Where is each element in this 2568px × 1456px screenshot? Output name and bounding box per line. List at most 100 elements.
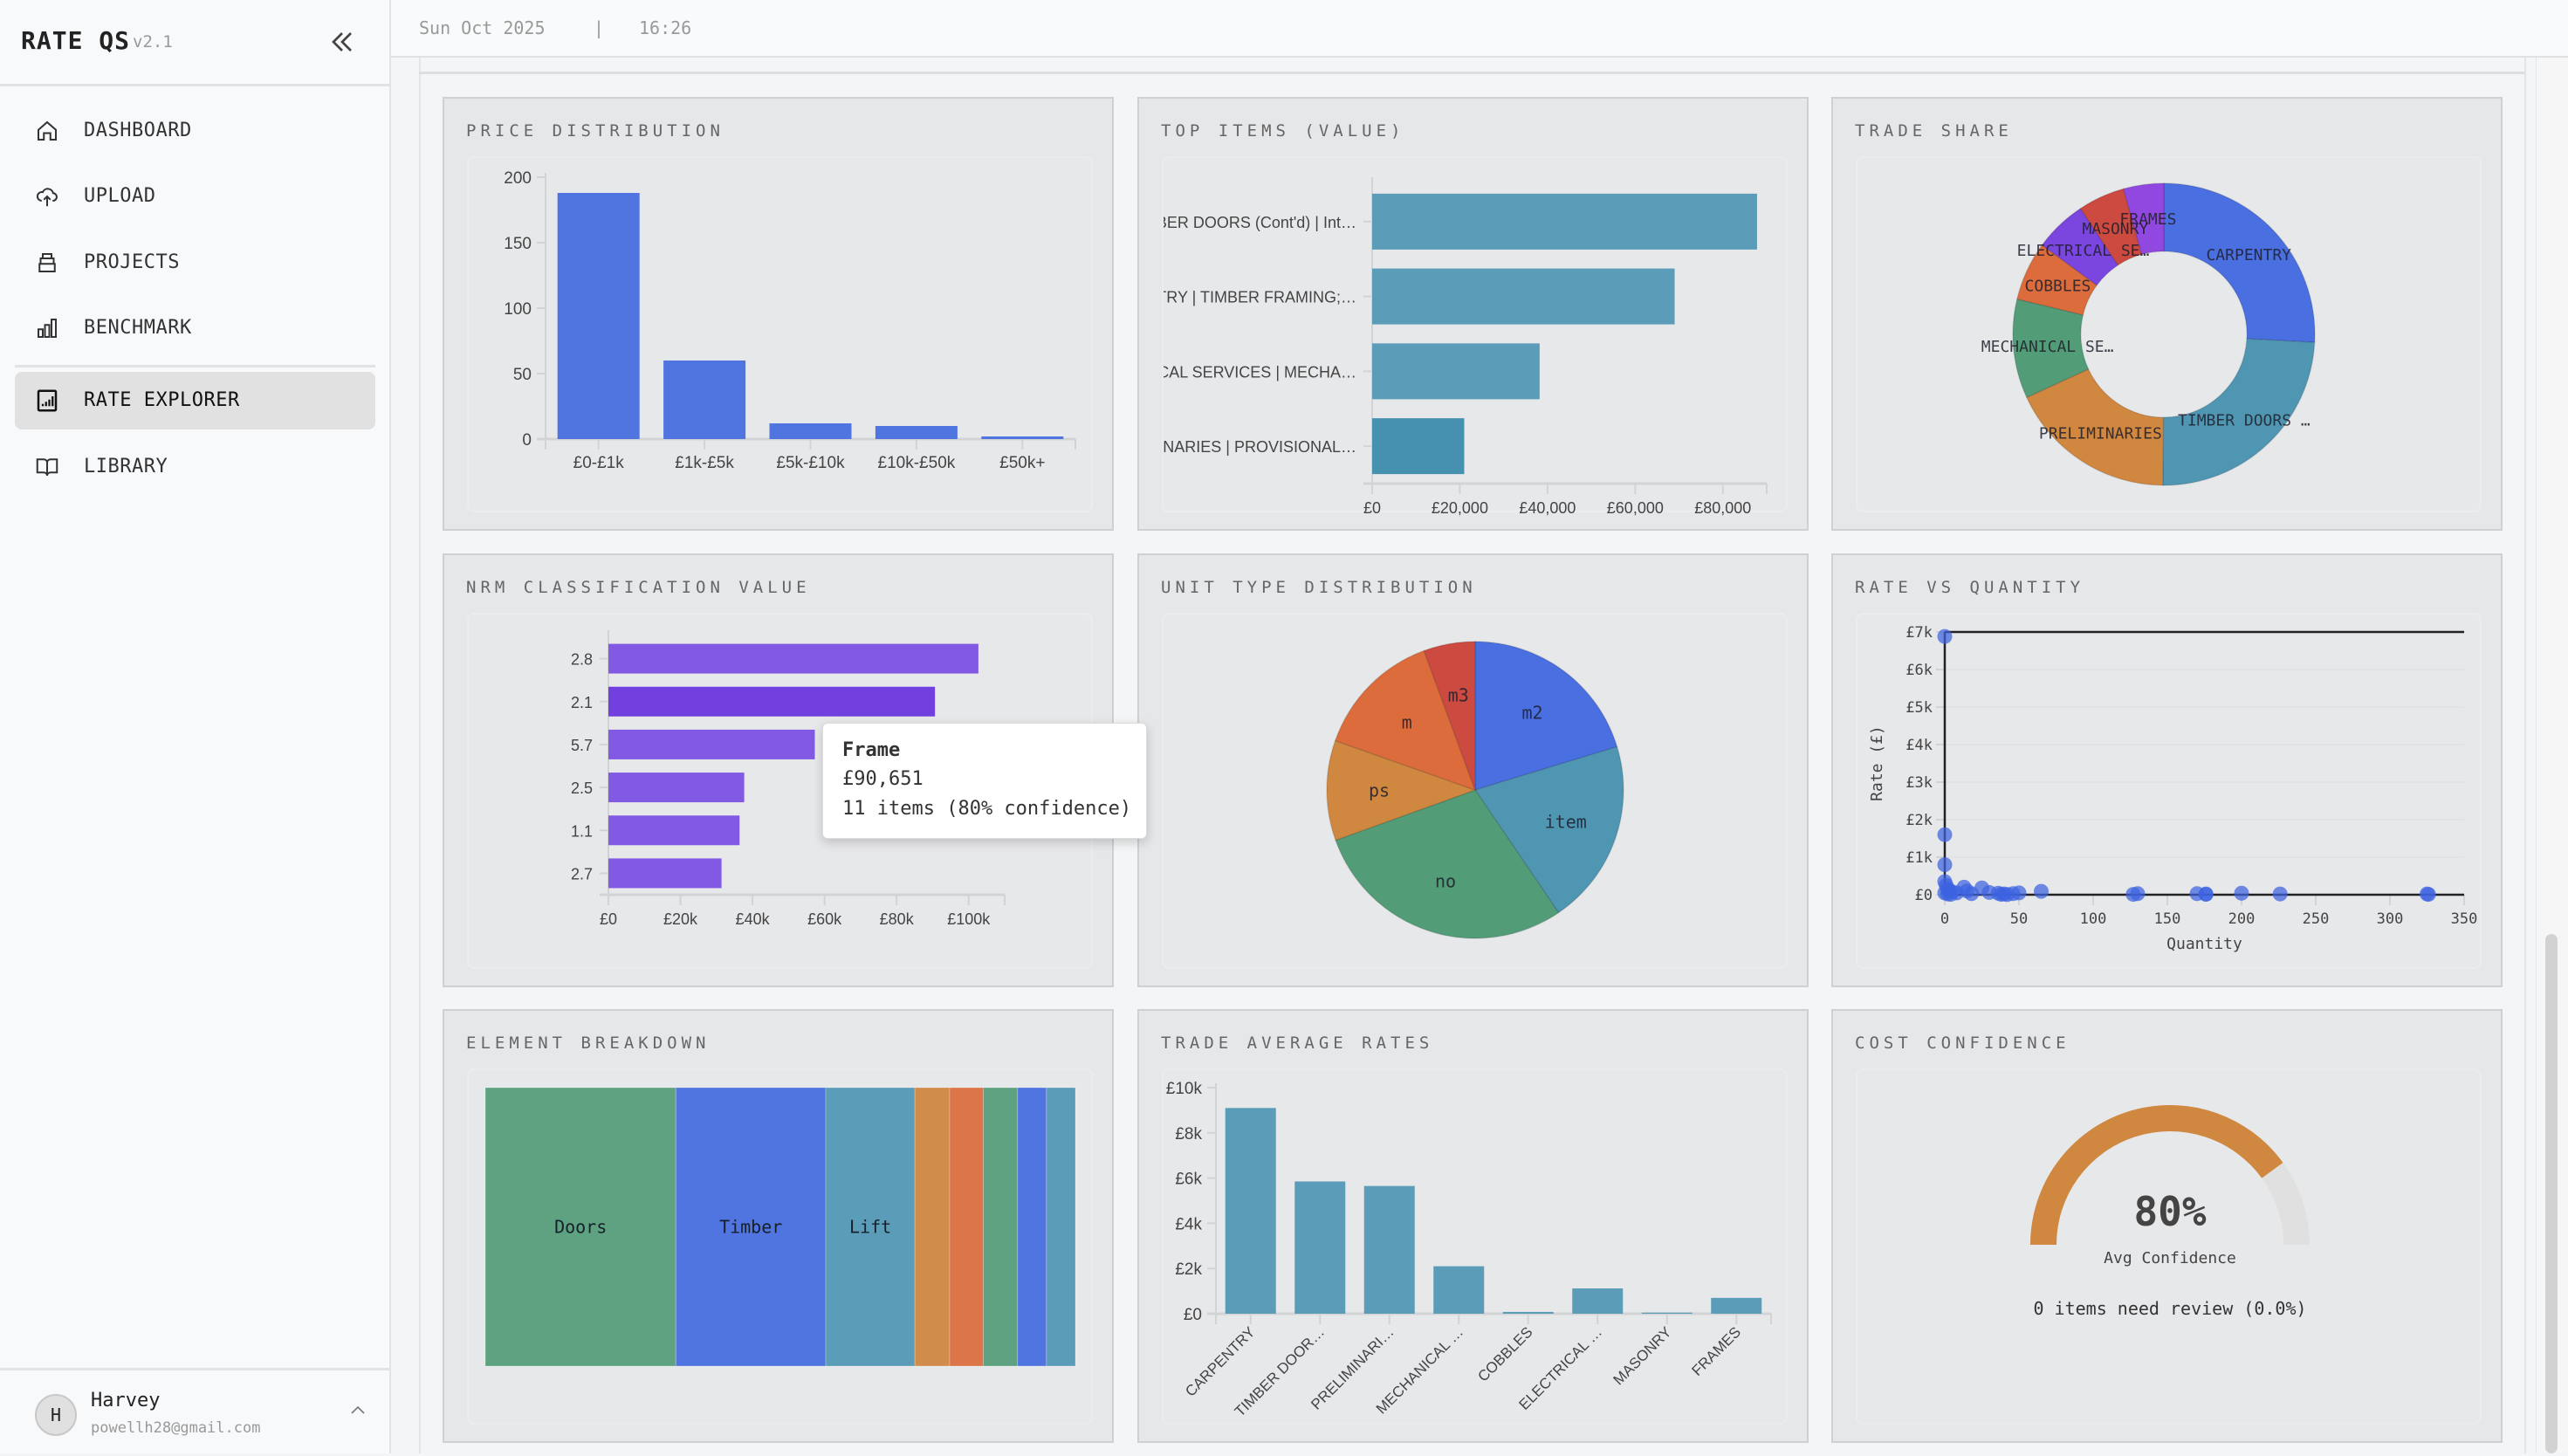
x-tick-label: £40k [736,910,771,928]
treemap-cell [949,1087,985,1367]
slice-label: ELECTRICAL SE… [2017,242,2150,260]
slice [2122,182,2165,256]
bar [769,423,852,439]
scatter-point [2198,886,2214,902]
y-tick-label: BER DOORS (Cont'd) | Int… [1157,214,1356,231]
x-tick-label: COBBLES [1474,1323,1535,1384]
slice [1474,641,1618,792]
sidebar-item-upload[interactable]: UPLOAD [15,168,375,225]
slice [1334,649,1477,792]
bar [1711,1297,1762,1314]
x-tick-label: £5k-£10k [776,454,845,472]
chart-svg: £0 £20,000 £40,000 £60,000 £80,000 BER DOORS … [1157,177,1768,517]
card-top-items-value: TOP ITEMS (VALUE) £0 £20,000 £40,000 £60,000… [1137,97,1809,531]
stack-icon [38,253,56,272]
scatter-point [2272,886,2288,902]
card-title: TOP ITEMS (VALUE) [1161,121,1405,141]
x-tick-label: £10k-£50k [878,454,956,472]
chart-svg: Doors Timber Lift [484,1087,1076,1367]
scrollbar-thumb[interactable] [2545,934,2558,1453]
bar [608,773,745,803]
app-title: RATE QS [21,26,131,55]
y-tick-label: 0 [522,431,532,450]
x-tick-label: £0 [600,910,617,928]
x-tick-label: £60,000 [1607,499,1664,517]
x-tick-label: £80,000 [1694,499,1751,517]
card-title: NRM CLASSIFICATION VALUE [466,578,811,597]
card-trade-share: TRADE SHARE CARPENTRY TIMBER DOORS … PRELIM… [1831,97,2503,531]
treemap-cell [983,1087,1019,1367]
bar [1294,1181,1346,1314]
y-tick-label: £3k [1905,774,1933,792]
bar [1372,268,1675,325]
chart-tooltip: Frame £90,651 11 items (80% confidence) [822,723,1147,839]
chart-square-icon [37,389,58,412]
app-version: v2.1 [133,32,173,52]
chart-svg: 0 50 100 150 200 £0-£1k £1k-£5k £5k-£10k £10k-£5… [504,169,1076,472]
chevron-up-icon[interactable] [347,1400,368,1421]
x-tick-label: £20,000 [1432,499,1488,517]
slice-label: MASONRY [2082,220,2148,238]
x-tick-label: £50k+ [999,454,1045,472]
bar [875,426,958,439]
y-tick-label: 1.1 [571,822,593,840]
x-tick-label: CARPENTRY [1182,1323,1258,1399]
treemap-cell [914,1087,951,1367]
user-menu[interactable]: H Harvey powellh28@gmail.com [0,1368,389,1456]
scatter-point [1937,827,1953,842]
slice-label: PRELIMINARIES [2039,425,2162,443]
x-tick-label: £80k [880,910,915,928]
home-icon [38,120,57,141]
gauge-sublabel: Avg Confidence [2104,1249,2236,1267]
y-tick-label: £6k [1905,662,1933,679]
y-tick-label: 2.8 [571,651,593,669]
treemap-cell [484,1087,676,1367]
bar [1372,343,1540,400]
tooltip-title: Frame [842,739,901,761]
sidebar-item-dashboard[interactable]: DASHBOARD [15,102,375,160]
sidebar-item-benchmark[interactable]: BENCHMARK [15,299,375,357]
x-tick-label: £100k [947,910,991,928]
slice-label: ps [1369,780,1390,800]
book-icon [36,458,58,477]
y-tick-label: 150 [504,235,532,253]
card-price-distribution: PRICE DISTRIBUTION 0 50 100 150 200 £0-£1k £1k-… [443,97,1114,531]
bar [608,686,936,717]
sidebar-item-library[interactable]: LIBRARY [15,438,375,496]
y-tick-label: £4k [1905,737,1933,754]
y-tick-label: £1k [1905,849,1933,867]
x-tick-label: 350 [2451,910,2478,928]
y-tick-label: £7k [1905,624,1933,642]
sidebar-item-label: LIBRARY [84,456,168,477]
panel-top-bar [419,58,2524,74]
y-tick-label: 2.5 [571,780,593,797]
y-tick-label: NARIES | PROVISIONAL… [1163,438,1356,456]
y-tick-label: £8k [1175,1125,1202,1144]
sidebar-item-rate-explorer[interactable]: RATE EXPLORER [15,372,375,429]
bar [608,858,722,889]
treemap-cell [1017,1087,1047,1367]
x-tick-label: £60k [807,910,842,928]
chart-svg: m2 item no ps m m3 [1326,641,1624,939]
bar [1225,1108,1276,1314]
user-name: Harvey [91,1390,161,1411]
sidebar-item-label: RATE EXPLORER [84,389,240,411]
sidebar-item-label: BENCHMARK [84,317,192,339]
y-tick-label: £5k [1905,699,1933,717]
collapse-sidebar-icon[interactable] [325,24,360,59]
bar [663,361,746,439]
y-tick-label: CAL SERVICES | MECHA… [1157,363,1356,381]
sidebar-item-projects[interactable]: PROJECTS [15,234,375,292]
chart-svg: £0 £20k £40k £60k £80k £100k 2.8 2.1 5.7 2.5 1.1 2.… [571,630,1006,928]
slice [2012,298,2090,399]
chart-svg: £0 £1k £2k £3k £4k £5k £6k £7k 0 50 100 150 200 250 30… [1868,624,2478,953]
slice-label: FRAMES [2119,210,2176,229]
x-tick-label: MASONRY [1610,1323,1675,1388]
gauge-value: 80% [2133,1188,2206,1235]
y-tick-label: £0 [1184,1306,1202,1324]
slice-label: CARPENTRY [2206,246,2291,264]
scatter-point [1937,628,1953,644]
x-tick-label: FRAMES [1689,1323,1745,1379]
x-tick-label: 100 [2080,910,2107,928]
treemap-label: Lift [849,1217,891,1238]
